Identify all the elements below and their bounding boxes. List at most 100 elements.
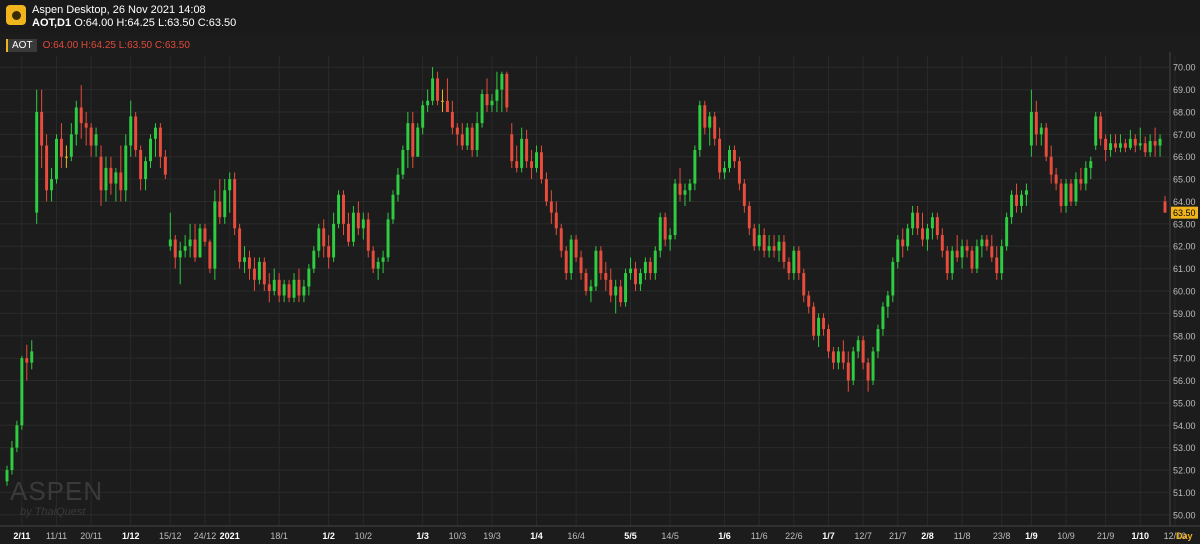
candle[interactable] bbox=[1094, 111, 1098, 150]
candle[interactable] bbox=[965, 239, 969, 258]
candle[interactable] bbox=[371, 246, 375, 274]
candle[interactable] bbox=[213, 190, 217, 280]
candle[interactable] bbox=[470, 123, 474, 157]
candle[interactable] bbox=[1148, 134, 1152, 157]
candle[interactable] bbox=[836, 346, 840, 370]
candle[interactable] bbox=[1039, 123, 1043, 146]
candle[interactable] bbox=[742, 179, 746, 213]
candle[interactable] bbox=[891, 257, 895, 303]
candle[interactable] bbox=[104, 156, 108, 202]
candle[interactable] bbox=[337, 190, 341, 229]
candle[interactable] bbox=[134, 111, 138, 157]
candle[interactable] bbox=[955, 235, 959, 262]
candle[interactable] bbox=[20, 355, 24, 430]
candle[interactable] bbox=[614, 279, 618, 314]
candle[interactable] bbox=[747, 201, 751, 236]
candle[interactable] bbox=[342, 190, 345, 236]
candle[interactable] bbox=[1138, 127, 1142, 150]
candle[interactable] bbox=[544, 172, 548, 206]
candle[interactable] bbox=[1069, 179, 1073, 206]
candle[interactable] bbox=[1015, 183, 1019, 213]
candle[interactable] bbox=[1049, 145, 1053, 184]
candle[interactable] bbox=[930, 212, 934, 240]
candle[interactable] bbox=[495, 71, 499, 112]
candle[interactable] bbox=[406, 111, 410, 168]
candle[interactable] bbox=[10, 440, 14, 475]
candle[interactable] bbox=[376, 257, 380, 280]
candle[interactable] bbox=[643, 257, 647, 280]
candle[interactable] bbox=[346, 212, 350, 247]
candle[interactable] bbox=[208, 239, 212, 274]
candle[interactable] bbox=[802, 268, 806, 303]
candle[interactable] bbox=[307, 264, 311, 296]
candle[interactable] bbox=[881, 302, 885, 336]
candle[interactable] bbox=[906, 223, 910, 251]
candle[interactable] bbox=[193, 223, 197, 262]
candle[interactable] bbox=[668, 228, 672, 251]
candle[interactable] bbox=[638, 268, 642, 291]
candle[interactable] bbox=[183, 235, 187, 258]
candle[interactable] bbox=[599, 246, 603, 280]
candle[interactable] bbox=[188, 223, 192, 258]
candle[interactable] bbox=[708, 111, 712, 146]
candle[interactable] bbox=[723, 161, 727, 180]
candle[interactable] bbox=[886, 291, 890, 318]
candle[interactable] bbox=[995, 246, 999, 280]
candle[interactable] bbox=[173, 235, 177, 269]
candle[interactable] bbox=[782, 235, 786, 269]
candle[interactable] bbox=[827, 324, 830, 359]
candle[interactable] bbox=[243, 246, 247, 274]
candle[interactable] bbox=[975, 239, 979, 274]
candle[interactable] bbox=[935, 212, 939, 240]
candle[interactable] bbox=[579, 250, 583, 280]
candle[interactable] bbox=[1020, 190, 1023, 213]
candle[interactable] bbox=[1024, 183, 1028, 206]
candle[interactable] bbox=[287, 279, 291, 303]
candle[interactable] bbox=[450, 100, 454, 135]
candle[interactable] bbox=[460, 123, 464, 150]
candle[interactable] bbox=[629, 257, 633, 280]
candle[interactable] bbox=[272, 268, 276, 296]
candle[interactable] bbox=[297, 268, 301, 303]
candle[interactable] bbox=[564, 246, 568, 280]
candle[interactable] bbox=[356, 201, 360, 236]
candle[interactable] bbox=[698, 100, 702, 157]
candle[interactable] bbox=[426, 89, 430, 112]
period-label[interactable]: Day bbox=[1176, 531, 1193, 541]
candle[interactable] bbox=[807, 291, 811, 314]
candle[interactable] bbox=[619, 279, 623, 307]
candle[interactable] bbox=[703, 100, 707, 135]
candle[interactable] bbox=[203, 223, 207, 247]
candle[interactable] bbox=[401, 145, 405, 180]
candle[interactable] bbox=[822, 313, 826, 336]
candle[interactable] bbox=[445, 78, 449, 112]
candle[interactable] bbox=[158, 123, 162, 168]
candle[interactable] bbox=[767, 235, 771, 258]
candle[interactable] bbox=[515, 145, 519, 173]
candle[interactable] bbox=[713, 111, 717, 146]
candle[interactable] bbox=[535, 145, 538, 173]
candle[interactable] bbox=[1143, 136, 1147, 157]
candle[interactable] bbox=[238, 223, 242, 269]
candle[interactable] bbox=[421, 100, 425, 135]
candle[interactable] bbox=[50, 167, 54, 202]
candle[interactable] bbox=[25, 344, 29, 381]
candle[interactable] bbox=[530, 150, 534, 180]
candle[interactable] bbox=[817, 313, 821, 347]
candle[interactable] bbox=[416, 123, 420, 157]
candle[interactable] bbox=[480, 89, 484, 128]
candle[interactable] bbox=[861, 335, 865, 370]
candle[interactable] bbox=[1089, 156, 1093, 180]
candle[interactable] bbox=[267, 273, 271, 303]
candle[interactable] bbox=[624, 268, 628, 307]
candle[interactable] bbox=[455, 123, 459, 146]
candle[interactable] bbox=[648, 257, 652, 280]
candle[interactable] bbox=[1059, 179, 1063, 213]
candle[interactable] bbox=[945, 246, 949, 280]
candle[interactable] bbox=[609, 268, 613, 303]
candle[interactable] bbox=[1133, 134, 1137, 153]
candle[interactable] bbox=[153, 123, 157, 157]
candle[interactable] bbox=[1104, 134, 1108, 162]
candle[interactable] bbox=[149, 134, 152, 168]
